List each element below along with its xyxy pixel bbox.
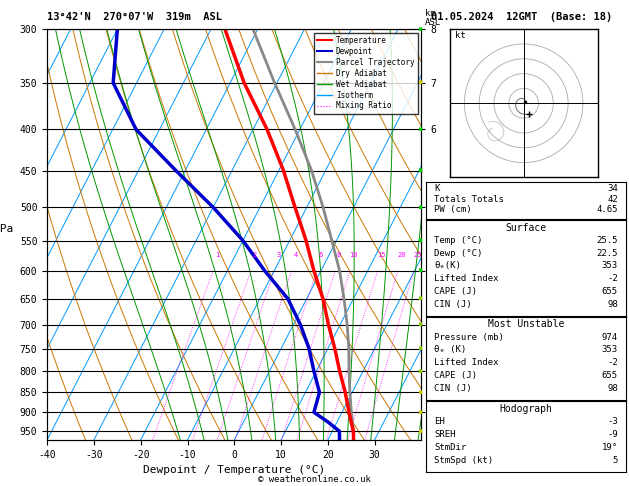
Text: ■: ■ (418, 322, 422, 327)
Text: PW (cm): PW (cm) (435, 205, 472, 214)
Text: EH: EH (435, 417, 445, 426)
Text: ■: ■ (418, 346, 422, 351)
Text: CIN (J): CIN (J) (435, 299, 472, 309)
Text: Lifted Index: Lifted Index (435, 274, 499, 283)
Text: 5: 5 (613, 456, 618, 465)
Text: ■: ■ (418, 205, 422, 210)
Text: StmDir: StmDir (435, 443, 467, 452)
Text: -3: -3 (607, 417, 618, 426)
Text: 8: 8 (337, 252, 342, 259)
Text: θₑ(K): θₑ(K) (435, 261, 461, 270)
Text: CAPE (J): CAPE (J) (435, 287, 477, 296)
Text: -2: -2 (607, 274, 618, 283)
Text: ■: ■ (418, 410, 422, 415)
X-axis label: Dewpoint / Temperature (°C): Dewpoint / Temperature (°C) (143, 465, 325, 475)
Text: 98: 98 (607, 384, 618, 393)
Text: Dewp (°C): Dewp (°C) (435, 249, 483, 258)
Text: 34: 34 (607, 184, 618, 193)
Text: 353: 353 (602, 346, 618, 354)
Text: 98: 98 (607, 299, 618, 309)
Text: CAPE (J): CAPE (J) (435, 371, 477, 380)
Text: 4: 4 (294, 252, 298, 259)
Text: ■: ■ (418, 27, 422, 32)
Text: 353: 353 (602, 261, 618, 270)
Text: 655: 655 (602, 287, 618, 296)
Text: Temp (°C): Temp (°C) (435, 236, 483, 245)
Text: Surface: Surface (506, 223, 547, 233)
Text: 974: 974 (602, 332, 618, 342)
Legend: Temperature, Dewpoint, Parcel Trajectory, Dry Adiabat, Wet Adiabat, Isotherm, Mi: Temperature, Dewpoint, Parcel Trajectory… (314, 33, 418, 114)
Text: 2: 2 (253, 252, 257, 259)
Text: Lifted Index: Lifted Index (435, 358, 499, 367)
Text: ■: ■ (418, 127, 422, 132)
Text: 3: 3 (276, 252, 281, 259)
Text: K: K (435, 184, 440, 193)
Text: 25.5: 25.5 (596, 236, 618, 245)
Text: 6: 6 (318, 252, 323, 259)
Text: SREH: SREH (435, 430, 456, 439)
Text: ■: ■ (418, 238, 422, 243)
Text: 22.5: 22.5 (596, 249, 618, 258)
Text: 15: 15 (377, 252, 386, 259)
Text: ■: ■ (418, 429, 422, 434)
Text: kt: kt (455, 31, 466, 40)
Text: -9: -9 (607, 430, 618, 439)
Text: θₑ (K): θₑ (K) (435, 346, 467, 354)
Text: 655: 655 (602, 371, 618, 380)
Text: 1: 1 (215, 252, 220, 259)
Text: ■: ■ (418, 268, 422, 274)
Text: ■: ■ (418, 369, 422, 374)
Text: CIN (J): CIN (J) (435, 384, 472, 393)
Text: 19°: 19° (602, 443, 618, 452)
Text: Pressure (mb): Pressure (mb) (435, 332, 504, 342)
Text: 4.65: 4.65 (596, 205, 618, 214)
Text: 01.05.2024  12GMT  (Base: 18): 01.05.2024 12GMT (Base: 18) (431, 12, 612, 22)
Text: ■: ■ (418, 80, 422, 86)
Text: 13°42'N  270°07'W  319m  ASL: 13°42'N 270°07'W 319m ASL (47, 12, 222, 22)
Text: -2: -2 (607, 358, 618, 367)
Y-axis label: Mixing Ratio (g/kg): Mixing Ratio (g/kg) (478, 183, 487, 286)
Text: ■: ■ (418, 296, 422, 301)
Text: km
ASL: km ASL (425, 9, 441, 27)
Text: 10: 10 (350, 252, 358, 259)
Text: Most Unstable: Most Unstable (488, 319, 564, 329)
Y-axis label: hPa: hPa (0, 225, 13, 235)
Text: Totals Totals: Totals Totals (435, 194, 504, 204)
Text: 25: 25 (413, 252, 421, 259)
Text: ■: ■ (418, 168, 422, 173)
Text: ■: ■ (418, 390, 422, 395)
Text: Hodograph: Hodograph (499, 403, 553, 414)
Text: 20: 20 (397, 252, 406, 259)
Text: 42: 42 (607, 194, 618, 204)
Text: StmSpd (kt): StmSpd (kt) (435, 456, 494, 465)
Text: © weatheronline.co.uk: © weatheronline.co.uk (258, 474, 371, 484)
